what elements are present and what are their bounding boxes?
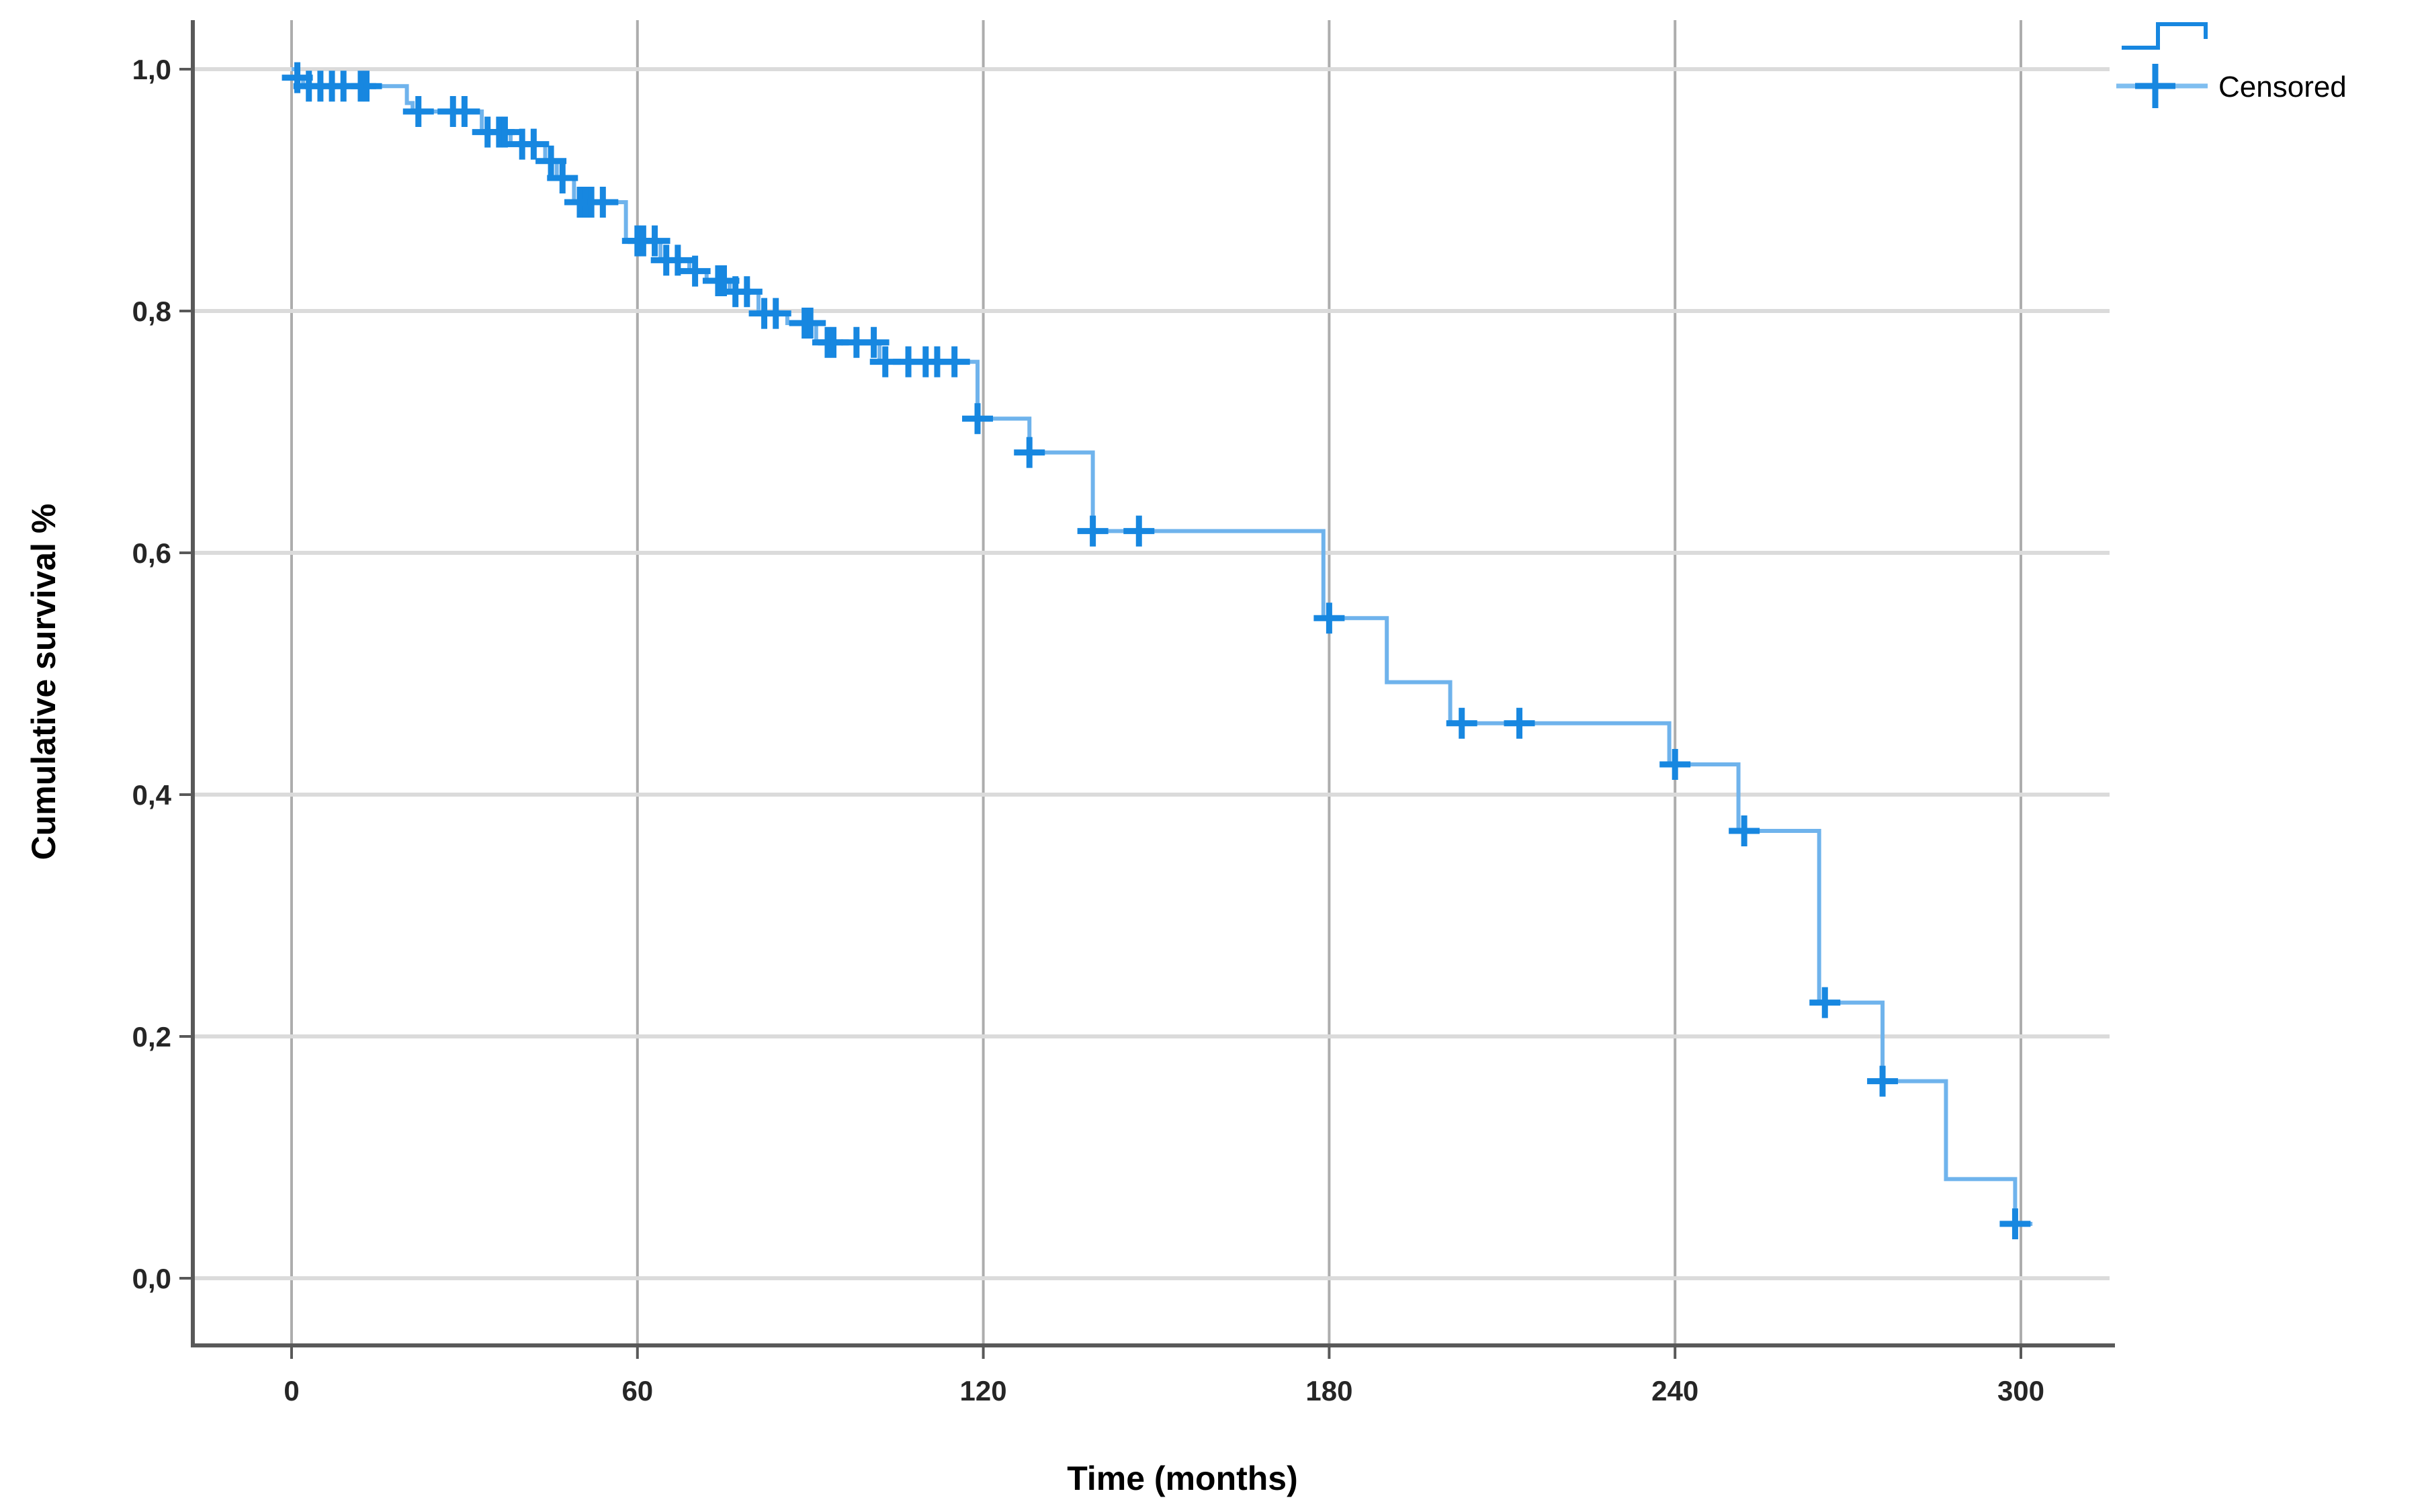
censor-plus-icon bbox=[962, 403, 994, 435]
y-tick-label: 0,0 bbox=[132, 1263, 171, 1294]
censor-plus-icon bbox=[1014, 437, 1045, 468]
censor-plus-icon bbox=[489, 116, 521, 148]
y-tick-label: 0,8 bbox=[132, 296, 171, 327]
y-tick-label: 1,0 bbox=[132, 54, 171, 85]
censor-plus-icon bbox=[1446, 707, 1477, 739]
censor-plus-icon bbox=[449, 96, 480, 127]
survival-curve bbox=[292, 67, 2033, 1226]
y-axis-title: Cumulative survival % bbox=[25, 504, 62, 860]
censor-plus-icon bbox=[639, 225, 670, 257]
censor-plus-icon bbox=[939, 346, 970, 377]
censor-plus-icon bbox=[760, 298, 791, 329]
x-tick-label: 240 bbox=[1651, 1375, 1698, 1407]
censor-plus-icon bbox=[351, 71, 382, 102]
gridlines bbox=[195, 20, 2110, 1345]
censor-plus-icon bbox=[1077, 515, 1109, 547]
censor-plus-icon bbox=[1867, 1065, 1899, 1097]
x-tick-label: 120 bbox=[960, 1375, 1007, 1407]
censor-plus-icon bbox=[547, 163, 578, 193]
censor-plus-icon bbox=[795, 308, 826, 339]
x-tick-label: 180 bbox=[1305, 1375, 1352, 1407]
y-tick-label: 0,4 bbox=[132, 779, 172, 811]
censor-plus-icon bbox=[1729, 815, 1760, 846]
x-tick-label: 0 bbox=[284, 1375, 299, 1407]
censor-plus-icon bbox=[1313, 603, 1345, 634]
censor-plus-icon bbox=[731, 276, 763, 308]
censor-plus-icon bbox=[587, 187, 619, 218]
censor-plus-icon bbox=[1123, 515, 1155, 547]
censor-plus-icon bbox=[662, 244, 693, 276]
y-tick-label: 0,6 bbox=[132, 537, 171, 569]
censor-plus-icon bbox=[679, 255, 711, 287]
legend-censored-label: Censored bbox=[2218, 71, 2347, 103]
axes bbox=[179, 20, 2115, 1359]
legend: Censored bbox=[2116, 22, 2347, 108]
censor-plus-icon bbox=[1809, 987, 1841, 1018]
step-line-icon bbox=[2122, 22, 2208, 50]
survival-step-line bbox=[292, 67, 2033, 1226]
censor-plus-icon bbox=[402, 96, 434, 127]
censor-plus-icon bbox=[1659, 749, 1691, 780]
y-tick-label: 0,2 bbox=[132, 1021, 171, 1053]
x-tick-label: 300 bbox=[1997, 1375, 2044, 1407]
censor-plus-icon bbox=[535, 145, 567, 177]
tick-labels: 0,0 0,2 0,4 0,6 0,8 1,0 0 60 120 180 240 300 bbox=[132, 54, 2044, 1407]
censor-plus-icon bbox=[1999, 1208, 2031, 1239]
x-tick-label: 60 bbox=[621, 1375, 653, 1407]
censor-plus-icon bbox=[518, 128, 550, 160]
censor-plus-icon bbox=[1504, 707, 1535, 739]
x-axis-title: Time (months) bbox=[1067, 1460, 1298, 1497]
censor-markers bbox=[282, 62, 2031, 1239]
plus-marker-icon bbox=[2116, 64, 2208, 108]
censor-plus-icon bbox=[858, 326, 890, 358]
